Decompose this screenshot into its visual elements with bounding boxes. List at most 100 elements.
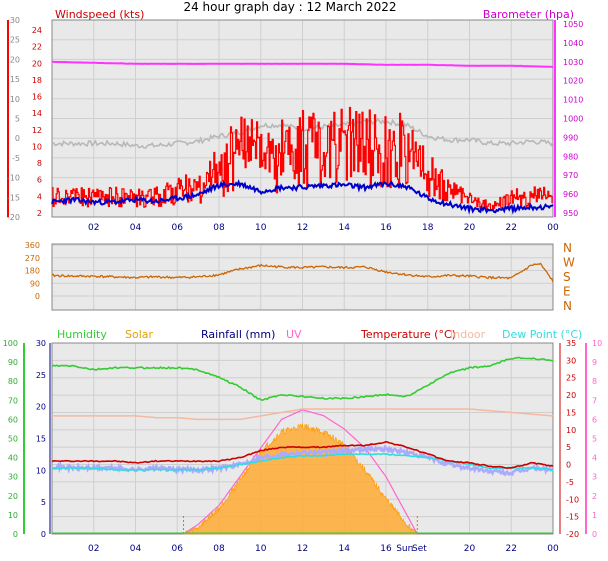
wind-x-tick: 20 [464,223,476,233]
temp-x-tick: 16 [380,544,392,554]
baro-axis-label: Barometer (hpa) [483,8,574,21]
temp-tick: 10 [566,426,576,435]
temp-tick: 25 [566,374,576,383]
wind-x-tick: 14 [339,223,351,233]
baro-tick: 1000 [563,115,583,124]
wind-left-inner-tick: 22 [32,43,42,52]
wind-x-tick: 10 [255,223,267,233]
humidity-line [51,356,554,402]
wind-left-inner-tick: 8 [37,159,42,168]
chart-title: 24 hour graph day : 12 March 2022 [183,0,396,14]
wind-left-outer-tick: -10 [7,174,20,183]
uv-tick: 4 [592,454,597,463]
temp-x-tick: 00 [547,544,559,554]
wind-left-inner-tick: 20 [32,59,42,68]
rain-tick: 25 [36,371,46,380]
temp-tick: -10 [566,495,579,504]
rain-tick: 15 [36,435,46,444]
legend-item: Solar [125,328,154,341]
wind-left-inner-tick: 14 [32,109,42,118]
humidity-tick: 20 [8,492,18,501]
temp-tick: 5 [566,443,571,452]
temp-x-tick: 10 [255,544,267,554]
dir-compass-label: N [563,241,572,255]
humidity-tick: 60 [8,415,18,424]
barometer-line [51,60,554,68]
wind-left-outer-tick: -5 [12,154,20,163]
temp-tick: -15 [566,513,579,522]
wind-left-inner-tick: 10 [32,142,42,151]
baro-tick: 980 [563,152,578,161]
wind-panel-frame [51,19,554,218]
temp-tick: 15 [566,408,576,417]
wind-left-inner-tick: 2 [37,209,42,218]
feels-line [52,443,554,477]
humidity-tick: 10 [8,511,18,520]
humidity-tick: 0 [13,530,18,539]
wind-x-tick: 00 [547,223,559,233]
wind-panel: Windspeed (kts) Barometer (hpa) 30 25 20 15… [7,8,583,233]
dir-compass-label: W [563,256,575,270]
dir-compass-label: N [563,299,572,313]
uv-tick: 0 [592,530,597,539]
wind-left-outer-tick: 10 [10,95,20,104]
temp-x-tick: Set [412,544,427,554]
baro-tick: 1040 [563,39,583,48]
humidity-tick: 70 [8,396,18,405]
wind-x-tick: 16 [380,223,392,233]
baro-tick: 960 [563,190,578,199]
dir-tick: 270 [25,254,40,263]
temp-tick: -5 [566,478,574,487]
legend-item: Rainfall (mm) [201,328,275,341]
wind-left-inner-tick: 18 [32,76,42,85]
baro-tick: 950 [563,209,578,218]
baro-tick: 1050 [563,20,583,29]
indoor-line [52,408,554,421]
wind-x-tick: 22 [506,223,517,233]
temp-x-tick: 04 [130,544,142,554]
uv-line [183,409,418,535]
dir-compass-label: S [563,270,571,284]
wind-left-inner-tick: 16 [32,93,42,102]
wind-left-inner-tick: 4 [37,192,42,201]
temp-x-tick: 12 [297,544,308,554]
temp-x-tick: 14 [339,544,351,554]
wind-x-tick: 12 [297,223,308,233]
temp-x-tick: 02 [88,544,99,554]
rain-tick: 20 [36,403,46,412]
baro-tick: 1020 [563,77,583,86]
temp-x-tick: 22 [506,544,517,554]
wind-left-outer-tick: 15 [10,75,20,84]
wind-left-outer-tick: 25 [10,36,20,45]
baro-tick: 970 [563,171,578,180]
wind-left-outer-tick: 30 [10,16,20,25]
temp-tick: 0 [566,461,571,470]
rain-tick: 30 [36,339,46,348]
wind-axis-label: Windspeed (kts) [55,8,144,21]
dir-compass-label: E [563,285,571,299]
wind-left-outer-tick: -15 [7,193,20,202]
wind-x-tick: 06 [172,223,184,233]
uv-tick: 8 [592,377,597,386]
humidity-tick: 50 [8,435,18,444]
rain-tick: 0 [41,530,46,539]
dir-tick: 90 [30,279,40,288]
rain-tick: 5 [41,498,46,507]
dewpoint-line [51,452,554,472]
temp-x-tick: 20 [464,544,476,554]
uv-tick: 6 [592,415,597,424]
uv-tick: 9 [592,358,597,367]
dir-tick: 360 [25,241,40,250]
baro-tick: 990 [563,133,578,142]
legend-item: UV [286,328,302,341]
humidity-tick: 30 [8,473,18,482]
uv-tick: 2 [592,492,597,501]
wind-left-inner-tick: 24 [32,26,42,35]
uv-tick: 5 [592,435,597,444]
temp-tick: 20 [566,391,576,400]
legend-item: Indoor [450,328,486,341]
wind-left-inner-tick: 6 [37,176,42,185]
rain-tick: 10 [36,466,46,475]
